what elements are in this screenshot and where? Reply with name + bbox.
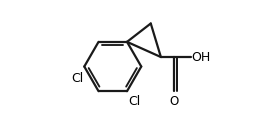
Text: Cl: Cl xyxy=(128,95,141,108)
Text: Cl: Cl xyxy=(71,72,83,85)
Text: OH: OH xyxy=(191,51,211,63)
Text: O: O xyxy=(169,95,178,108)
